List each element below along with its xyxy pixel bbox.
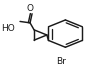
Text: Br: Br	[56, 57, 66, 66]
Text: O: O	[27, 4, 34, 13]
Text: HO: HO	[1, 24, 15, 33]
